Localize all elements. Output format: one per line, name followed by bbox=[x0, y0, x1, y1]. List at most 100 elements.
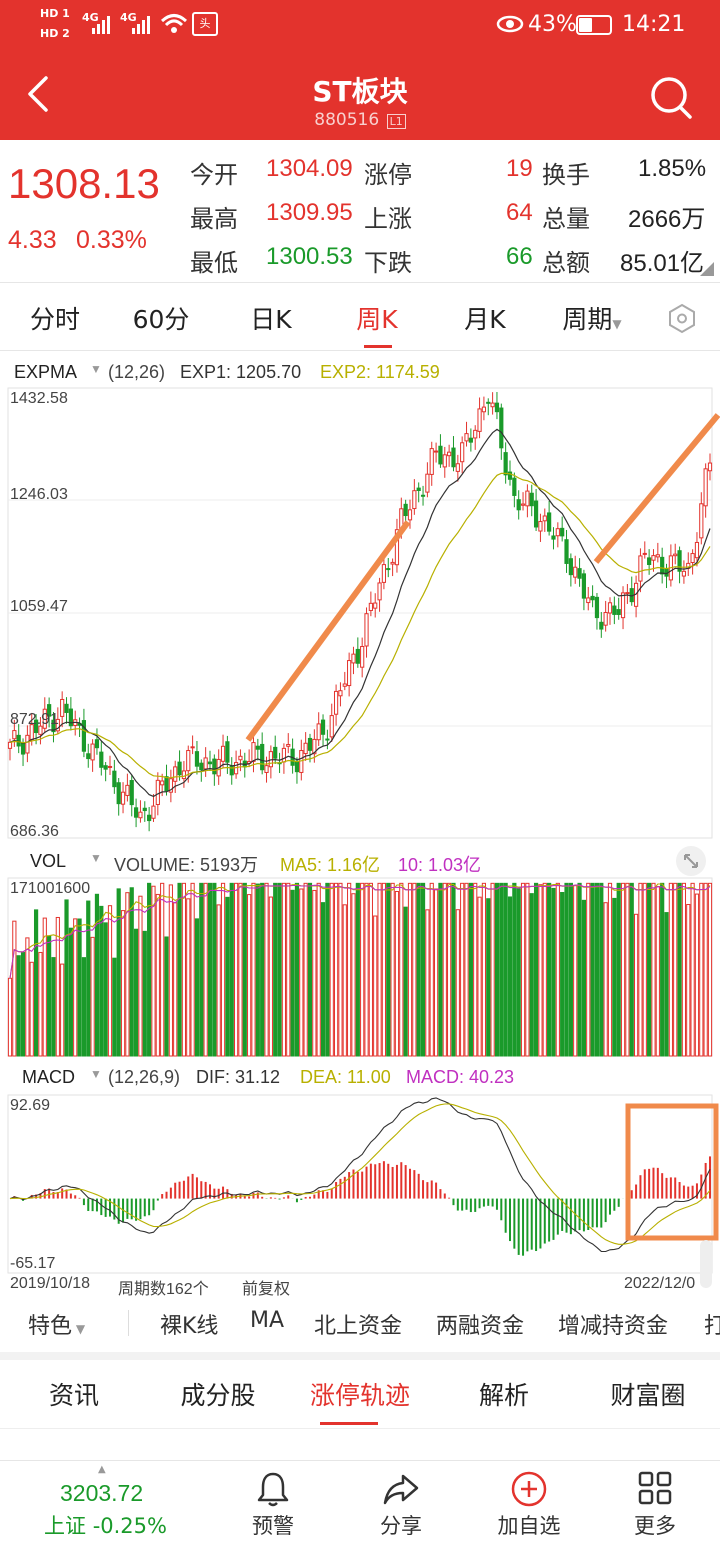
volume-bar-up bbox=[160, 882, 165, 1057]
settings-hexagon-icon[interactable] bbox=[666, 302, 698, 334]
trend-line-annotation bbox=[245, 520, 411, 742]
battery-icon bbox=[576, 15, 612, 35]
tab-limit-up-track[interactable]: 涨停轨迹 bbox=[309, 1381, 410, 1410]
volume-bar-up bbox=[138, 895, 143, 1057]
candle-down bbox=[255, 745, 260, 750]
candle-down bbox=[81, 720, 87, 752]
candle-up bbox=[412, 490, 417, 510]
candle-up bbox=[703, 468, 708, 507]
tab-daily[interactable]: 日K bbox=[250, 305, 292, 334]
volume-max-tick: 171001600 bbox=[10, 880, 91, 897]
candle-up bbox=[25, 734, 30, 754]
volume-bar-up bbox=[233, 882, 239, 1057]
volume-bar-down bbox=[560, 892, 565, 1057]
back-arrow-icon[interactable] bbox=[20, 74, 60, 114]
indicator-more-cut[interactable]: 打 bbox=[704, 1314, 720, 1339]
indicator-naked-k[interactable]: 裸K线 bbox=[160, 1314, 219, 1339]
volume-bar-up bbox=[686, 904, 691, 1057]
volume-bar-up bbox=[120, 910, 126, 1057]
volume-bar-up bbox=[603, 902, 608, 1057]
tab-constituents[interactable]: 成分股 bbox=[180, 1381, 256, 1410]
kline-chart[interactable] bbox=[0, 355, 720, 1300]
volume-bar-up bbox=[55, 916, 60, 1057]
amount-label: 总额 bbox=[542, 249, 590, 277]
volume-bar-up bbox=[351, 893, 356, 1057]
tab-intraday[interactable]: 分时 bbox=[29, 305, 80, 334]
candle-up bbox=[138, 811, 143, 819]
tab-60min[interactable]: 60分 bbox=[132, 305, 190, 334]
volume-ma10-line bbox=[9, 884, 711, 979]
candle-down bbox=[86, 753, 91, 760]
macd-min-tick: -65.17 bbox=[10, 1255, 56, 1272]
turnover-label: 换手 bbox=[542, 161, 590, 189]
candle-up bbox=[7, 741, 13, 749]
candle-down bbox=[225, 741, 230, 763]
open-label: 今开 bbox=[190, 161, 238, 189]
nav-more-label: 更多 bbox=[634, 1514, 676, 1538]
volume-bar-down bbox=[494, 882, 500, 1057]
candle-up bbox=[542, 515, 547, 522]
tab-wealth-circle[interactable]: 财富圈 bbox=[610, 1381, 686, 1410]
candle-down bbox=[581, 573, 587, 599]
chart-scroll-handle[interactable] bbox=[700, 1240, 712, 1288]
nav-more[interactable]: 更多 bbox=[600, 1470, 710, 1540]
volume-bar-down bbox=[590, 882, 595, 1057]
indicator-feature-dropdown[interactable]: 特色 ▼ bbox=[28, 1308, 85, 1340]
volume-bar-down bbox=[64, 899, 69, 1057]
trend-annotations bbox=[245, 413, 720, 1241]
candle-down bbox=[468, 437, 473, 443]
tab-period-label: 周期 bbox=[562, 305, 613, 334]
volume-bar-up bbox=[312, 889, 317, 1057]
search-icon[interactable] bbox=[648, 74, 694, 120]
chevron-down-icon[interactable]: ▼ bbox=[90, 1067, 102, 1081]
indicator-northbound[interactable]: 北上资金 bbox=[314, 1314, 403, 1339]
nav-share-label: 分享 bbox=[380, 1514, 422, 1538]
indicator-holding-change[interactable]: 增减持资金 bbox=[558, 1314, 669, 1339]
volume-bar-down bbox=[403, 906, 408, 1057]
candle-down bbox=[147, 814, 152, 822]
trend-line-annotation bbox=[593, 413, 720, 564]
tab-monthly[interactable]: 月K bbox=[464, 305, 506, 334]
page-title: ST板块 bbox=[312, 75, 408, 108]
candle-down bbox=[112, 770, 117, 788]
candle-down bbox=[129, 780, 134, 806]
macd-indicator-name[interactable]: MACD bbox=[22, 1067, 75, 1087]
tab-analysis[interactable]: 解析 bbox=[478, 1381, 529, 1410]
candle-up bbox=[473, 429, 478, 439]
candle-down bbox=[533, 500, 539, 528]
candle-up bbox=[655, 554, 660, 558]
nav-add-watchlist[interactable]: 加自选 bbox=[474, 1470, 584, 1540]
divider bbox=[0, 1352, 720, 1360]
indicator-ma[interactable]: MA bbox=[250, 1308, 285, 1333]
volume-bar-down bbox=[77, 918, 82, 1057]
index-ticker[interactable]: 上证 -0.25% bbox=[44, 1510, 167, 1540]
vol-indicator-name[interactable]: VOL bbox=[30, 851, 67, 871]
tab-weekly[interactable]: 周K bbox=[356, 305, 398, 334]
candle-down bbox=[438, 445, 443, 465]
nav-alert[interactable]: 预警 bbox=[218, 1470, 328, 1540]
chevron-down-icon[interactable]: ▼ bbox=[90, 851, 102, 865]
volume-bar-up bbox=[186, 898, 191, 1057]
nav-share[interactable]: 分享 bbox=[346, 1470, 456, 1540]
nav-add-label: 加自选 bbox=[497, 1514, 561, 1538]
candle-down bbox=[164, 776, 169, 792]
candle-down bbox=[199, 762, 204, 771]
index-value[interactable]: 3203.72 bbox=[60, 1480, 144, 1506]
indicator-margin[interactable]: 两融资金 bbox=[436, 1314, 525, 1339]
expand-quote-icon[interactable] bbox=[700, 262, 714, 276]
candle-up bbox=[42, 708, 47, 729]
volume-bar-down bbox=[507, 896, 513, 1057]
volume-bar-up bbox=[390, 882, 395, 1057]
date-start: 2019/10/18 bbox=[10, 1275, 91, 1292]
tab-news[interactable]: 资讯 bbox=[48, 1381, 99, 1410]
candle-up bbox=[160, 780, 165, 786]
candle-up bbox=[38, 725, 43, 735]
expma-indicator-name[interactable]: EXPMA bbox=[14, 362, 78, 382]
tab-period-dropdown[interactable]: 周期▼ bbox=[552, 300, 632, 336]
chevron-down-icon[interactable]: ▼ bbox=[90, 362, 102, 376]
candle-up bbox=[651, 555, 656, 561]
candle-up bbox=[186, 750, 191, 772]
expand-chart-button[interactable] bbox=[676, 846, 706, 876]
volume-bar-down bbox=[207, 882, 213, 1057]
macd-max-tick: 92.69 bbox=[10, 1097, 51, 1114]
